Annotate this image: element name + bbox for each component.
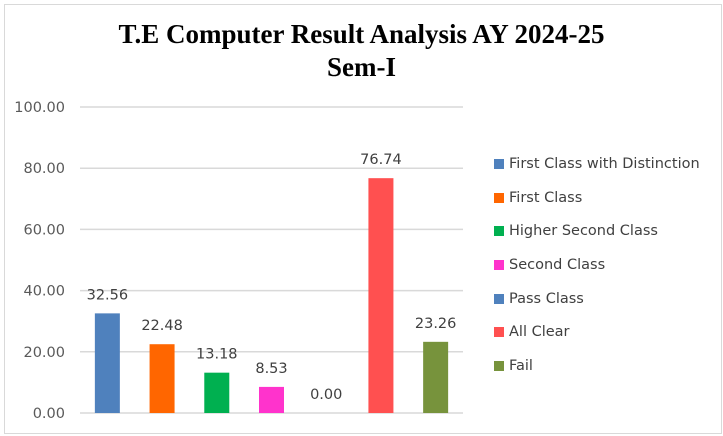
y-tick-label: 60.00	[23, 222, 65, 238]
data-label: 8.53	[255, 361, 287, 377]
data-label: 0.00	[310, 387, 342, 403]
chart-title-main: T.E Computer Result Analysis AY 2024-25	[118, 19, 605, 49]
chart-subtitle: Sem-I	[327, 52, 396, 82]
y-tick-label: 100.00	[14, 100, 65, 116]
legend-item: Second Class	[494, 248, 700, 282]
legend-label: First Class	[509, 189, 583, 206]
chart-area	[4, 4, 722, 434]
legend-item: First Class with Distinction	[494, 147, 700, 181]
y-tick-label: 0.00	[33, 406, 65, 422]
legend-swatch	[494, 158, 504, 169]
legend-label: Fail	[509, 357, 533, 374]
legend-item: Fail	[494, 349, 700, 383]
legend-swatch	[494, 192, 504, 203]
y-tick-label: 80.00	[23, 161, 65, 177]
legend-label: Pass Class	[509, 290, 584, 307]
legend-swatch	[494, 360, 504, 371]
legend-item: All Clear	[494, 315, 700, 349]
data-label: 22.48	[141, 318, 183, 334]
legend: First Class with Distinction First Class H…	[494, 147, 700, 383]
bar	[423, 341, 449, 413]
bar	[149, 344, 175, 413]
data-label: 32.56	[87, 287, 129, 303]
data-label: 13.18	[196, 347, 238, 363]
data-label: 23.26	[415, 316, 457, 332]
bar	[368, 178, 394, 413]
legend-swatch	[494, 226, 504, 237]
y-tick-label: 20.00	[23, 345, 65, 361]
legend-swatch	[494, 259, 504, 270]
legend-label: All Clear	[509, 324, 570, 341]
data-label: 76.74	[360, 152, 402, 168]
legend-swatch	[494, 327, 504, 338]
legend-label: First Class with Distinction	[509, 155, 700, 172]
legend-item: First Class	[494, 181, 700, 215]
bar	[259, 386, 284, 413]
legend-item: Higher Second Class	[494, 214, 700, 248]
y-tick-label: 40.00	[23, 284, 65, 300]
legend-label: Higher Second Class	[509, 223, 658, 240]
bar	[204, 372, 230, 413]
chart-title: T.E Computer Result Analysis AY 2024-25 …	[0, 18, 723, 84]
legend-swatch	[494, 293, 504, 304]
bar	[94, 313, 120, 413]
legend-item: Pass Class	[494, 282, 700, 316]
legend-label: Second Class	[509, 256, 606, 273]
